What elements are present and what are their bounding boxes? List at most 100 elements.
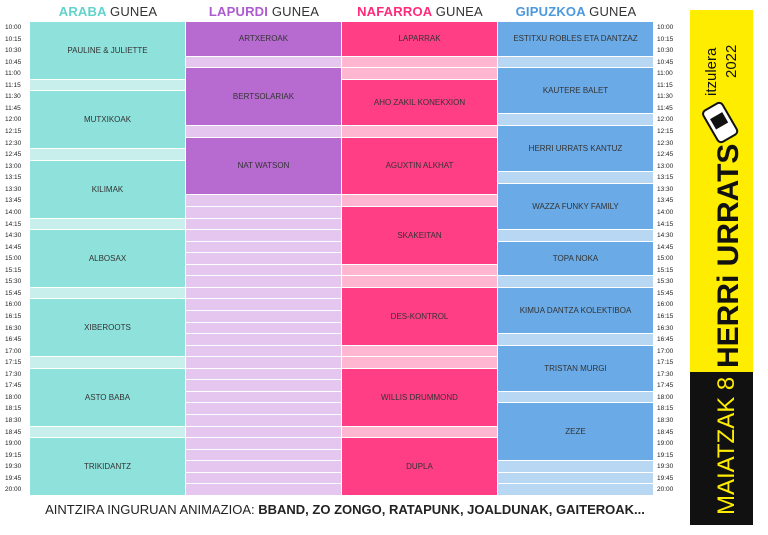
event: ASTO BABA bbox=[30, 368, 185, 426]
time-label: 16:45 bbox=[5, 336, 22, 344]
time-label: 18:45 bbox=[5, 428, 22, 436]
event: TRIKIDANTZ bbox=[30, 438, 185, 495]
event: WILLIS DRUMMOND bbox=[342, 368, 497, 426]
event: BERTSOLARIAK bbox=[186, 68, 341, 126]
empty-slot bbox=[30, 218, 185, 230]
title: HERRi URRATS bbox=[712, 144, 745, 368]
empty-slot bbox=[186, 415, 341, 426]
empty-slot bbox=[498, 230, 653, 241]
time-label: 15:30 bbox=[657, 278, 674, 286]
event: ZEZE bbox=[498, 403, 653, 461]
time-label: 19:00 bbox=[657, 440, 674, 448]
empty-slot bbox=[498, 391, 653, 403]
event: AGUXTIN ALKHAT bbox=[342, 137, 497, 195]
empty-slot bbox=[186, 287, 341, 299]
time-label: 14:15 bbox=[657, 220, 674, 228]
time-label: 11:30 bbox=[5, 93, 21, 101]
empty-slot bbox=[186, 461, 341, 472]
zone-name: NAFARROA bbox=[357, 4, 432, 19]
time-label: 11:00 bbox=[657, 70, 673, 78]
empty-slot bbox=[186, 230, 341, 241]
time-label: 17:15 bbox=[657, 359, 674, 367]
time-label: 18:15 bbox=[5, 405, 22, 413]
footer: AINTZIRA INGURUAN ANIMAZIOA: BBAND, ZO Z… bbox=[0, 502, 690, 517]
time-label: 11:15 bbox=[657, 81, 673, 89]
empty-slot bbox=[186, 472, 341, 484]
time-label: 15:00 bbox=[5, 255, 22, 263]
time-label: 11:45 bbox=[657, 104, 673, 112]
time-label: 15:45 bbox=[5, 289, 22, 297]
time-label: 10:00 bbox=[657, 24, 674, 31]
event: KAUTERE BALET bbox=[498, 68, 653, 114]
time-label: 14:30 bbox=[5, 232, 22, 240]
empty-slot bbox=[30, 149, 185, 160]
zone-name: ARABA bbox=[58, 4, 107, 19]
zone-name: GIPUZKOA bbox=[515, 4, 586, 19]
time-label: 12:15 bbox=[657, 128, 674, 136]
time-label: 15:15 bbox=[5, 266, 22, 274]
time-label: 11:30 bbox=[657, 93, 673, 101]
empty-slot bbox=[498, 472, 653, 484]
event: WAZZA FUNKY FAMILY bbox=[498, 183, 653, 230]
empty-slot bbox=[186, 264, 341, 276]
time-label: 11:45 bbox=[5, 104, 21, 112]
zone-suffix: GUNEA bbox=[110, 4, 158, 19]
empty-slot bbox=[498, 172, 653, 183]
time-label: 17:00 bbox=[657, 347, 674, 355]
time-label: 17:00 bbox=[5, 347, 22, 355]
time-label: 19:30 bbox=[657, 463, 674, 471]
time-label: 14:45 bbox=[657, 243, 674, 251]
empty-slot bbox=[30, 287, 185, 299]
empty-slot bbox=[186, 449, 341, 461]
time-label: 15:15 bbox=[657, 266, 674, 274]
event: SKAKEITAN bbox=[342, 206, 497, 264]
footer-bands: BBAND, ZO ZONGO, RATAPUNK, JOALDUNAK, GA… bbox=[258, 502, 645, 517]
empty-slot bbox=[342, 276, 497, 287]
empty-slot bbox=[186, 241, 341, 253]
time-label: 13:30 bbox=[657, 185, 674, 193]
date: MAIATZAK 8 bbox=[713, 377, 740, 515]
time-label: 12:00 bbox=[5, 116, 22, 124]
time-label: 13:30 bbox=[5, 185, 22, 193]
time-label: 10:15 bbox=[5, 35, 22, 43]
empty-slot bbox=[186, 299, 341, 310]
empty-slot bbox=[186, 438, 341, 449]
time-label: 10:45 bbox=[5, 58, 22, 66]
time-label: 12:00 bbox=[657, 116, 674, 124]
time-label: 10:30 bbox=[657, 47, 674, 55]
empty-slot bbox=[342, 426, 497, 438]
empty-slot bbox=[342, 264, 497, 276]
time-label: 17:45 bbox=[657, 382, 674, 390]
event: AHO ZAKIL KONEKXION bbox=[342, 79, 497, 126]
empty-slot bbox=[342, 56, 497, 68]
empty-slot bbox=[186, 276, 341, 287]
event: DES-KONTROL bbox=[342, 287, 497, 345]
time-label: 16:30 bbox=[5, 324, 22, 332]
time-label: 13:15 bbox=[657, 174, 674, 182]
time-label: 12:30 bbox=[657, 139, 674, 147]
time-label: 15:45 bbox=[657, 289, 674, 297]
event: TRISTAN MURGI bbox=[498, 345, 653, 391]
empty-slot bbox=[342, 68, 497, 79]
time-label: 17:45 bbox=[5, 382, 22, 390]
time-label: 20:00 bbox=[657, 486, 674, 494]
time-label: 12:45 bbox=[657, 151, 674, 159]
empty-slot bbox=[186, 345, 341, 357]
time-label: 17:15 bbox=[5, 359, 22, 367]
event: MUTXIKOAK bbox=[30, 91, 185, 149]
time-label: 13:00 bbox=[657, 162, 674, 170]
time-label: 13:45 bbox=[5, 197, 22, 205]
time-label: 18:30 bbox=[657, 417, 674, 425]
event: NAT WATSON bbox=[186, 137, 341, 195]
empty-slot bbox=[186, 56, 341, 68]
time-label: 17:30 bbox=[5, 370, 22, 378]
empty-slot bbox=[498, 334, 653, 345]
time-label: 11:15 bbox=[5, 81, 21, 89]
time-label: 13:00 bbox=[5, 162, 22, 170]
column-header: LAPURDI GUNEA bbox=[186, 4, 342, 20]
time-label: 14:00 bbox=[5, 208, 22, 216]
time-label: 18:00 bbox=[5, 393, 22, 401]
empty-slot bbox=[498, 484, 653, 495]
empty-slot bbox=[186, 380, 341, 391]
